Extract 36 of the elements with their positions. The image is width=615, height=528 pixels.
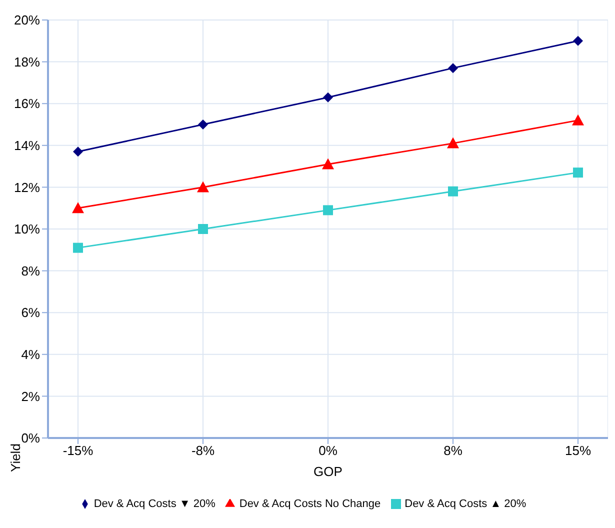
y-tick-label: 2% xyxy=(21,388,40,404)
y-tick-label: 18% xyxy=(14,54,40,70)
point xyxy=(447,137,459,148)
point xyxy=(198,120,208,130)
y-tick-label: 10% xyxy=(14,222,40,237)
x-tick-label: 0% xyxy=(318,443,338,458)
x-tick-label: 15% xyxy=(564,443,592,458)
legend-label: Dev & Acq Costs No Change xyxy=(239,498,381,510)
point xyxy=(323,205,333,216)
point xyxy=(197,181,209,192)
point xyxy=(572,114,584,126)
y-tick-label: 6% xyxy=(21,305,40,320)
point xyxy=(73,242,83,253)
point xyxy=(448,63,458,74)
legend-label: Dev & Acq Costs ▼ 20% xyxy=(94,498,216,510)
point xyxy=(448,186,458,196)
point xyxy=(573,168,583,178)
y-tick-label: 16% xyxy=(14,96,40,112)
point xyxy=(72,202,84,214)
y-tick-label: 20% xyxy=(14,12,40,28)
point xyxy=(323,92,333,102)
y-tick-label: 4% xyxy=(21,347,40,362)
y-tick-label: 14% xyxy=(14,138,40,154)
point xyxy=(573,36,583,46)
x-tick-label: -8% xyxy=(191,443,215,458)
point xyxy=(322,158,334,170)
x-tick-label: -15% xyxy=(62,443,94,458)
y-tick-label: 0% xyxy=(21,430,40,446)
legend-label: Dev & Acq Costs ▲ 20% xyxy=(404,498,526,510)
x-tick-label: 8% xyxy=(444,443,463,458)
point xyxy=(73,146,83,157)
y-axis-title: Yield xyxy=(8,444,23,472)
y-tick-label: 8% xyxy=(21,263,40,278)
y-tick-label: 12% xyxy=(14,180,40,195)
x-axis-title: GOP xyxy=(314,464,342,479)
point xyxy=(198,224,208,234)
